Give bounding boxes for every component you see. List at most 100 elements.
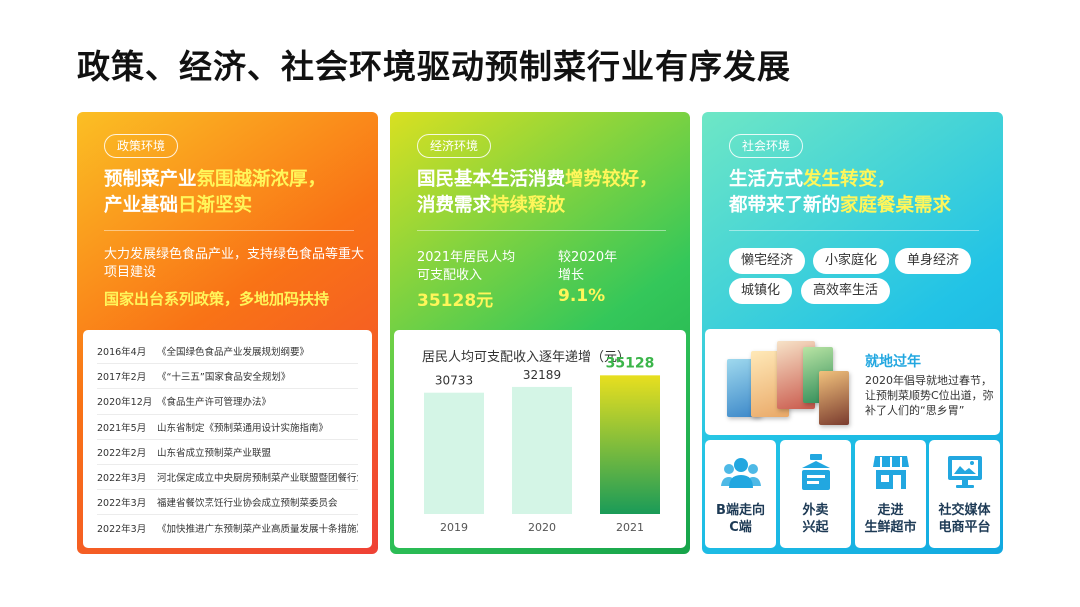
feature-card: 就地过年 2020年倡导就地过春节，让预制菜顺势C位出道，弥补了人们的“思乡胃” [705,329,1000,435]
policy-desc: 大力发展绿色食品产业，支持绿色食品等重大项目建设 [104,247,365,280]
chip-lazy-economy: 懒宅经济 [729,248,806,274]
timeline-row: 2017年2月 《“十三五”国家食品安全规划》 [97,364,358,390]
bar-value-label: 35128 [606,355,655,371]
economy-divider [417,230,666,231]
policy-divider [104,230,354,231]
policy-tag: 政策环境 [104,134,179,158]
economy-panel: 经济环境 国民基本生活消费增势较好， 消费需求持续释放 2021年居民人均 可支… [390,112,690,554]
stat-income-label-l2: 可支配收入 [417,268,483,283]
social-media-screen-icon [947,456,982,488]
society-headline-l2a: 都带来了新的 [729,195,841,216]
economy-headline: 国民基本生活消费增势较好， 消费需求持续释放 [417,167,658,219]
timeline-date: 2016年4月 [97,347,147,359]
society-divider [729,230,979,231]
feature-desc: 2020年倡导就地过春节，让预制菜顺势C位出道，弥补了人们的“思乡胃” [865,374,994,417]
trend-supermarket-label: 走进 生鲜超市 [855,502,926,536]
trend-supermarket-l1: 走进 [877,503,904,518]
timeline-text: 山东省制定《预制菜通用设计实施指南》 [157,422,329,434]
trend-takeout-l2: 兴起 [802,520,829,535]
bar-2020 [512,386,572,514]
timeline-text: 《全国绿色食品产业发展规划纲要》 [157,347,310,359]
stat-income-label: 2021年居民人均 可支配收入 [417,249,515,285]
page-title: 政策、经济、社会环境驱动预制菜行业有序发展 [77,47,791,86]
policy-timeline: 2016年4月 《全国绿色食品产业发展规划纲要》 2017年2月 《“十三五”国家食品… [83,330,372,548]
timeline-row: 2022年3月河北保定成立中央厨房预制菜产业联盟暨团餐行业协会 [97,465,358,491]
trend-supermarket-l2: 生鲜超市 [864,520,917,535]
society-headline-l2b: 家庭餐桌需求 [840,195,952,216]
delivery-box-icon [801,454,830,490]
stat-growth-label: 较2020年 增长 [558,249,617,285]
timeline-date: 2017年2月 [97,372,147,384]
bar-2021 [600,375,660,514]
trend-takeout: 外卖 兴起 [780,440,851,548]
timeline-text: 《“十三五”国家食品安全规划》 [157,372,291,384]
x-tick-label: 2021 [616,521,644,534]
income-chart-card: 居民人均可支配收入逐年递增（元） 30733 2019 32189 2020 35128… [394,330,686,548]
policy-emphasis: 国家出台系列政策，多地加码扶持 [104,290,330,308]
society-headline-l1a: 生活方式 [729,169,804,190]
bar-2019 [424,392,484,514]
trend-takeout-l1: 外卖 [802,503,829,518]
trend-b-to-c-l2: C端 [729,520,752,535]
economy-headline-l2a: 消费需求 [417,195,492,216]
economy-headline-l1b: 增势较好， [565,169,658,190]
policy-headline-l2a: 产业基础 [104,195,179,216]
trend-b-to-c-l1: B端走向 [716,503,765,518]
trend-b-to-c: B端走向 C端 [705,440,776,548]
feature-title: 就地过年 [865,354,921,370]
timeline-text: 山东省成立预制菜产业联盟 [157,447,272,459]
timeline-date: 2022年2月 [97,447,147,459]
policy-headline-l1a: 预制菜产业 [104,169,197,190]
economy-headline-l1a: 国民基本生活消费 [417,169,566,190]
x-tick-label: 2020 [528,521,556,534]
trend-b-to-c-label: B端走向 C端 [705,502,776,536]
bar-value-label: 30733 [435,374,473,388]
timeline-text: 《加快推进广东预制菜产业高质量发展十条措施》 [157,523,358,535]
chart-title: 居民人均可支配收入逐年递增（元） [422,350,631,365]
trend-social-ecommerce-l2: 电商平台 [938,520,991,535]
stat-income-label-l1: 2021年居民人均 [417,250,516,265]
trend-social-ecommerce: 社交媒体 电商平台 [929,440,1000,548]
x-tick-label: 2019 [440,521,468,534]
policy-panel: 政策环境 预制菜产业氛围越渐浓厚， 产业基础日渐坚实 大力发展绿色食品产业，支持… [77,112,378,554]
stat-growth-label-l1: 较2020年 [558,250,618,265]
chip-single-economy: 单身经济 [895,248,972,274]
economy-headline-l2b: 持续释放 [491,195,566,216]
trend-takeout-label: 外卖 兴起 [780,502,851,536]
timeline-row: 2021年5月 山东省制定《预制菜通用设计实施指南》 [97,415,358,440]
storefront-icon [872,456,909,489]
books-illustration [723,337,851,429]
society-tag: 社会环境 [729,134,804,158]
chip-urbanization: 城镇化 [729,278,793,304]
people-group-icon [720,458,761,488]
timeline-date: 2020年12月 [97,397,153,409]
timeline-row: 2020年12月 《食品生产许可管理办法》 [97,389,358,415]
policy-headline-l1b: 氛围越渐浓厚， [196,169,327,190]
economy-tag: 经济环境 [417,134,492,158]
policy-headline-l2b: 日渐坚实 [178,195,253,216]
society-headline: 生活方式发生转变， 都带来了新的家庭餐桌需求 [729,167,951,219]
trend-supermarket: 走进 生鲜超市 [855,440,926,548]
chip-efficient-life: 高效率生活 [801,278,891,304]
trend-social-ecommerce-l1: 社交媒体 [938,503,991,518]
timeline-row: 2016年4月 《全国绿色食品产业发展规划纲要》 [97,339,358,365]
timeline-text: 《食品生产许可管理办法》 [157,397,272,409]
chip-small-family: 小家庭化 [813,248,890,274]
policy-headline: 预制菜产业氛围越渐浓厚， 产业基础日渐坚实 [104,167,326,219]
timeline-date: 2022年3月 [97,473,147,485]
timeline-date: 2022年3月 [97,523,147,535]
timeline-row: 2022年3月 福建省餐饮烹饪行业协会成立预制菜委员会 [97,490,358,516]
timeline-row: 2022年2月 山东省成立预制菜产业联盟 [97,440,358,465]
timeline-date: 2021年5月 [97,422,147,434]
income-chart: 30733 2019 32189 2020 35128 2021 [424,355,660,534]
society-panel: 社会环境 生活方式发生转变， 都带来了新的家庭餐桌需求 懒宅经济 小家庭化 单身… [702,112,1003,554]
timeline-date: 2022年3月 [97,498,147,510]
timeline-text: 福建省餐饮烹饪行业协会成立预制菜委员会 [157,498,338,510]
stat-growth-label-l2: 增长 [558,268,585,283]
trend-social-ecommerce-label: 社交媒体 电商平台 [929,502,1000,536]
stat-income-value: 35128元 [417,291,494,311]
society-headline-l1b: 发生转变， [803,169,896,190]
stat-growth-value: 9.1% [558,286,606,306]
timeline-row: 2022年3月 《加快推进广东预制菜产业高质量发展十条措施》 [97,515,358,540]
bar-value-label: 32189 [523,368,561,382]
